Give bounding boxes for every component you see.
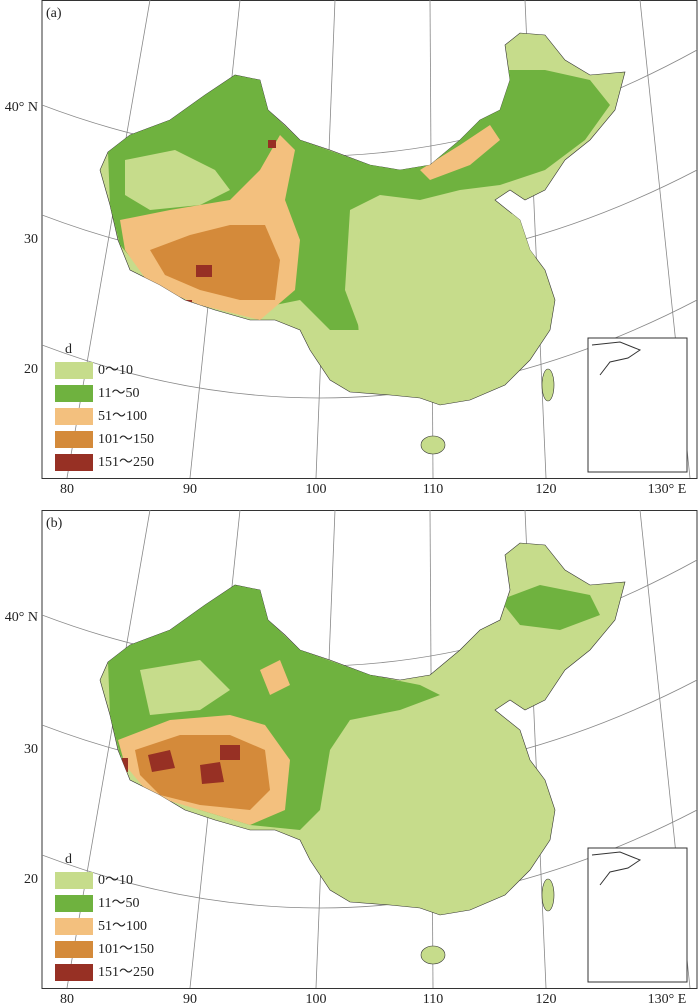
legend-label: 51～100: [98, 919, 147, 934]
region: [420, 125, 500, 180]
legend-title: d: [65, 852, 72, 867]
taiwan: [541, 878, 555, 912]
legend-swatch: [55, 362, 93, 379]
panel-frame: [41, 0, 698, 479]
taiwan: [541, 368, 555, 402]
panel-label: (b): [46, 516, 63, 531]
inset-coast: [591, 341, 642, 376]
legend-swatch: [55, 964, 93, 981]
legend-swatch: [55, 454, 93, 471]
lat-label: 30: [24, 742, 38, 757]
region: [122, 758, 128, 772]
lon-label: 130° E: [648, 992, 687, 1007]
map-panel: (b) 40° N 30 20 80 90 100 110 120 130° E d 0～10 11～5…: [5, 510, 698, 1007]
lon-label: 110: [423, 992, 443, 1007]
regions: [108, 70, 610, 390]
lon-label: 90: [183, 992, 197, 1007]
region: [125, 150, 230, 210]
region: [260, 660, 290, 695]
legend-label: 101～150: [98, 942, 154, 957]
legend-label: 11～50: [98, 386, 139, 401]
region: [355, 205, 545, 390]
legend-label: 11～50: [98, 896, 139, 911]
legend-title: d: [65, 342, 72, 357]
lon-label: 130° E: [648, 482, 687, 497]
region: [196, 265, 212, 277]
legend-label: 151～250: [98, 965, 154, 980]
legend-label: 0～10: [98, 363, 133, 378]
legend-label: 101～150: [98, 432, 154, 447]
legend-swatch: [55, 918, 93, 935]
lat-label: 40° N: [5, 610, 38, 625]
legend-swatch: [55, 385, 93, 402]
region: [268, 140, 276, 148]
legend-label: 51～100: [98, 409, 147, 424]
legend-swatch: [55, 408, 93, 425]
map-panel: (a) 40° N 30 20 80 90 100 110 120 130° E d 0～10 11～5…: [5, 0, 698, 497]
panel-label: (a): [46, 6, 62, 21]
region: [200, 762, 224, 784]
region: [220, 745, 240, 760]
lon-label: 100: [306, 992, 327, 1007]
inset-coast: [591, 851, 642, 886]
lat-label: 20: [24, 362, 38, 377]
legend-swatch: [55, 941, 93, 958]
lon-label: 80: [60, 482, 74, 497]
legend-label: 0～10: [98, 873, 133, 888]
region: [150, 225, 280, 300]
hainan: [420, 435, 446, 455]
inset-frame: [587, 847, 688, 983]
lon-label: 100: [306, 482, 327, 497]
lat-label: 40° N: [5, 100, 38, 115]
legend-swatch: [55, 872, 93, 889]
legend-swatch: [55, 431, 93, 448]
lon-label: 110: [423, 482, 443, 497]
region: [500, 585, 600, 630]
lon-label: 90: [183, 482, 197, 497]
lon-label: 120: [536, 482, 557, 497]
hainan: [420, 945, 446, 965]
lon-label: 120: [536, 992, 557, 1007]
map-body: [42, 0, 697, 478]
lat-label: 30: [24, 232, 38, 247]
region: [148, 750, 175, 772]
legend-swatch: [55, 895, 93, 912]
panel-frame: [41, 510, 698, 989]
inset-frame: [587, 337, 688, 473]
lon-label: 80: [60, 992, 74, 1007]
lat-label: 20: [24, 872, 38, 887]
region: [140, 660, 230, 715]
legend-label: 151～250: [98, 455, 154, 470]
